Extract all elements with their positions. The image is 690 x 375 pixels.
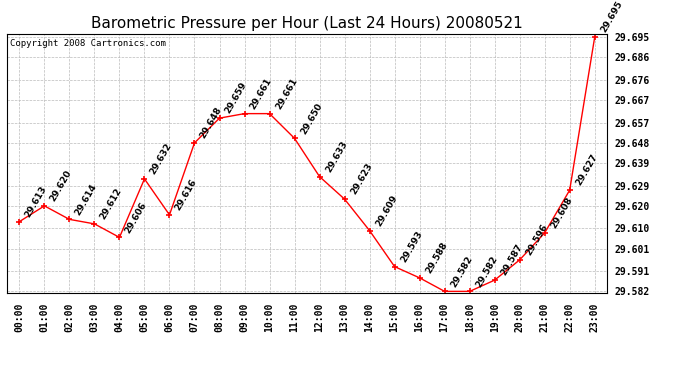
Text: 29.596: 29.596 bbox=[524, 222, 549, 257]
Text: 29.648: 29.648 bbox=[199, 105, 224, 140]
Text: Copyright 2008 Cartronics.com: Copyright 2008 Cartronics.com bbox=[10, 39, 166, 48]
Text: 29.612: 29.612 bbox=[99, 186, 124, 221]
Text: 29.614: 29.614 bbox=[74, 182, 99, 217]
Text: 29.588: 29.588 bbox=[424, 240, 449, 275]
Text: 29.620: 29.620 bbox=[48, 169, 74, 203]
Text: 29.606: 29.606 bbox=[124, 200, 149, 235]
Text: 29.659: 29.659 bbox=[224, 81, 249, 116]
Text: 29.616: 29.616 bbox=[174, 177, 199, 212]
Text: 29.613: 29.613 bbox=[23, 184, 49, 219]
Text: 29.623: 29.623 bbox=[348, 162, 374, 196]
Text: 29.593: 29.593 bbox=[399, 229, 424, 264]
Text: 29.650: 29.650 bbox=[299, 101, 324, 136]
Text: 29.627: 29.627 bbox=[574, 153, 599, 188]
Text: 29.695: 29.695 bbox=[599, 0, 624, 34]
Text: 29.608: 29.608 bbox=[549, 196, 574, 230]
Text: 29.582: 29.582 bbox=[474, 254, 499, 289]
Text: 29.661: 29.661 bbox=[274, 76, 299, 111]
Text: 29.609: 29.609 bbox=[374, 193, 399, 228]
Title: Barometric Pressure per Hour (Last 24 Hours) 20080521: Barometric Pressure per Hour (Last 24 Ho… bbox=[91, 16, 523, 31]
Text: 29.633: 29.633 bbox=[324, 139, 349, 174]
Text: 29.632: 29.632 bbox=[148, 141, 174, 176]
Text: 29.582: 29.582 bbox=[448, 254, 474, 289]
Text: 29.587: 29.587 bbox=[499, 243, 524, 278]
Text: 29.661: 29.661 bbox=[248, 76, 274, 111]
